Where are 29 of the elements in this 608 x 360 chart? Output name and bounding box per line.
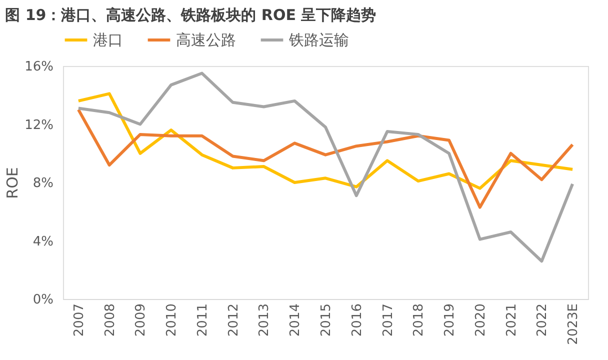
legend-label: 高速公路 (176, 31, 236, 49)
x-tick-label: 2011 (195, 304, 210, 337)
x-tick-label: 2019 (442, 304, 458, 337)
x-tick-label: 2010 (164, 304, 180, 337)
line-series (76, 72, 574, 263)
x-tick-label: 2013 (257, 304, 272, 337)
x-tick-label: 2012 (226, 304, 242, 337)
y-tick-label: 12% (24, 118, 54, 133)
y-tick-label: 8% (32, 176, 54, 191)
x-tick-label: 2022 (535, 304, 550, 337)
legend-label: 港口 (93, 31, 123, 49)
x-tick-label: 2014 (288, 304, 304, 337)
legend-label: 铁路运输 (288, 31, 349, 49)
y-axis-title: ROE (4, 167, 22, 199)
x-tick-label: 2009 (134, 304, 149, 337)
y-tick-label: 0% (32, 292, 54, 308)
y-tick-label: 16% (24, 60, 54, 74)
line-series (76, 108, 574, 209)
x-tick-label: 2018 (412, 304, 427, 337)
chart-title: 图 19：港口、高速公路、铁路板块的 ROE 呈下降趋势 (5, 6, 376, 24)
x-tick-label: 2023E (566, 304, 582, 345)
x-tick-label: 2008 (102, 304, 118, 337)
x-tick-label: 2007 (72, 304, 87, 337)
x-tick-label: 2020 (473, 304, 488, 337)
x-tick-label: 2021 (504, 304, 520, 337)
x-tick-label: 2017 (380, 304, 396, 337)
x-tick-label: 2016 (350, 304, 365, 337)
x-tick-label: 2015 (319, 304, 334, 337)
y-tick-label: 4% (32, 234, 54, 250)
